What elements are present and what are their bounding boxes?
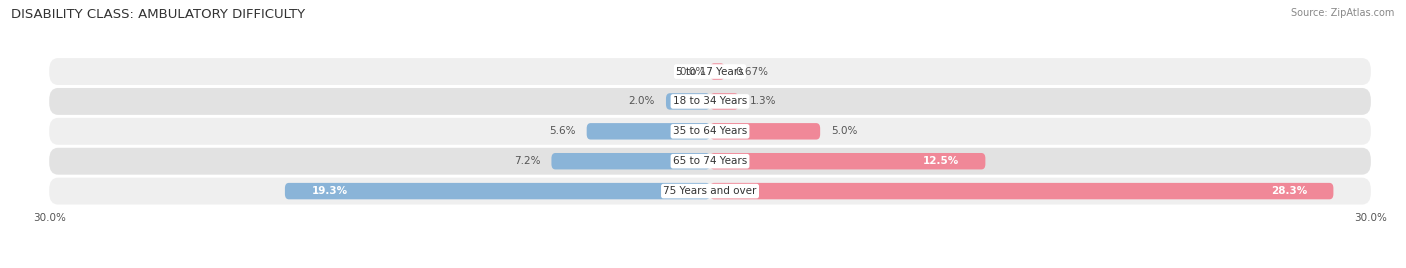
Text: 65 to 74 Years: 65 to 74 Years xyxy=(673,156,747,166)
FancyBboxPatch shape xyxy=(710,93,738,110)
FancyBboxPatch shape xyxy=(49,58,1371,85)
FancyBboxPatch shape xyxy=(285,183,710,199)
FancyBboxPatch shape xyxy=(710,123,820,140)
FancyBboxPatch shape xyxy=(710,153,986,169)
Text: 5.6%: 5.6% xyxy=(550,126,575,136)
Text: 75 Years and over: 75 Years and over xyxy=(664,186,756,196)
FancyBboxPatch shape xyxy=(49,118,1371,145)
Text: 28.3%: 28.3% xyxy=(1271,186,1308,196)
Text: 5.0%: 5.0% xyxy=(831,126,858,136)
FancyBboxPatch shape xyxy=(710,183,1333,199)
FancyBboxPatch shape xyxy=(49,148,1371,175)
Text: 19.3%: 19.3% xyxy=(311,186,347,196)
Text: Source: ZipAtlas.com: Source: ZipAtlas.com xyxy=(1291,8,1395,18)
FancyBboxPatch shape xyxy=(710,63,724,80)
Text: 18 to 34 Years: 18 to 34 Years xyxy=(673,96,747,106)
Text: 7.2%: 7.2% xyxy=(515,156,540,166)
FancyBboxPatch shape xyxy=(666,93,710,110)
FancyBboxPatch shape xyxy=(551,153,710,169)
Text: 12.5%: 12.5% xyxy=(922,156,959,166)
Text: 2.0%: 2.0% xyxy=(628,96,655,106)
Text: DISABILITY CLASS: AMBULATORY DIFFICULTY: DISABILITY CLASS: AMBULATORY DIFFICULTY xyxy=(11,8,305,21)
Text: 0.67%: 0.67% xyxy=(735,66,769,77)
Text: 1.3%: 1.3% xyxy=(749,96,776,106)
Text: 35 to 64 Years: 35 to 64 Years xyxy=(673,126,747,136)
FancyBboxPatch shape xyxy=(586,123,710,140)
FancyBboxPatch shape xyxy=(49,88,1371,115)
FancyBboxPatch shape xyxy=(49,178,1371,204)
Text: 0.0%: 0.0% xyxy=(679,66,706,77)
Text: 5 to 17 Years: 5 to 17 Years xyxy=(676,66,744,77)
